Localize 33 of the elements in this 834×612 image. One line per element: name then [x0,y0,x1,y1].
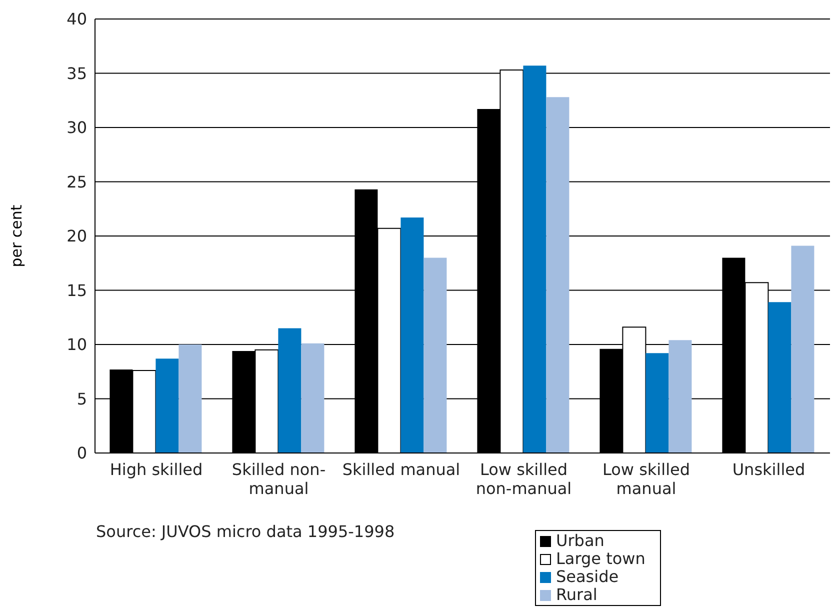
x-tick-label: Skilled non-manual [232,460,326,498]
y-tick-label: 25 [66,172,87,192]
x-tick-label: Unskilled [732,460,806,479]
bar [156,358,179,453]
bar [424,258,447,453]
y-tick-label: 5 [76,389,87,408]
bar [668,340,692,453]
x-tick-label: High skilled [110,460,203,479]
legend-label: Large town [556,549,646,568]
y-tick-label: 35 [66,64,87,83]
y-tick-label: 30 [66,118,87,138]
y-tick-label: 20 [66,226,87,246]
bar [791,246,814,453]
legend-label: Seaside [556,567,619,586]
legend-label: Urban [556,531,604,550]
y-tick-label: 10 [66,335,87,354]
bar [768,302,792,453]
bar [301,343,324,453]
bar [400,218,424,453]
x-tick-label: Low skilled non-manual [476,460,572,498]
bar [178,344,202,453]
source-note: Source: JUVOS micro data 1995-1998 [96,522,395,541]
x-tick-label: Low skilled manual [602,460,690,498]
bar [278,328,302,453]
x-tick-label: Skilled manual [342,460,460,479]
bar [523,66,546,453]
y-axis-title: per cent [7,204,26,268]
bar [546,97,570,453]
y-tick-label: 0 [76,444,87,463]
bar [646,353,669,453]
y-tick-label: 15 [66,280,87,300]
y-tick-label: 40 [66,10,87,29]
legend-label: Rural [556,585,598,604]
